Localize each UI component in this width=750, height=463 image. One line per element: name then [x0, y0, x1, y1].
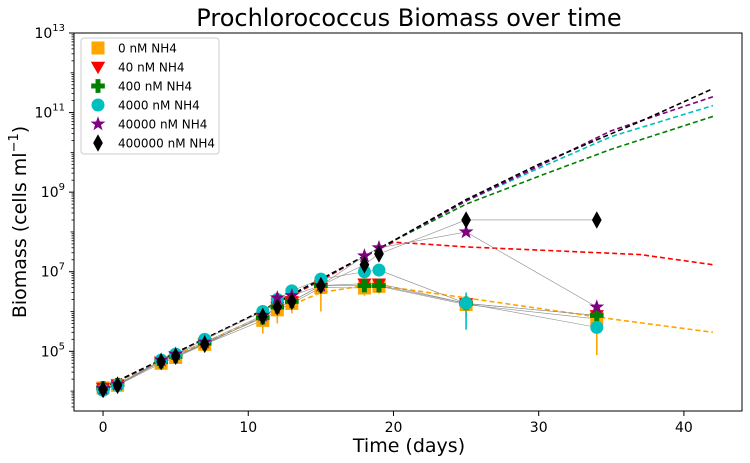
legend-entry: 4000 nM NH4: [91, 98, 200, 113]
data-point: [374, 245, 384, 263]
y-axis-label: Biomass (cells ml−1): [7, 126, 31, 318]
y-axis-label-main: Biomass (cells ml: [9, 152, 31, 318]
data-point: [357, 278, 372, 293]
data-point: [199, 335, 210, 354]
legend-marker: [91, 41, 105, 55]
data-point: [590, 320, 604, 334]
model-line-0: [102, 284, 714, 389]
legend-marker: [91, 79, 105, 93]
data-point: [459, 296, 473, 310]
data-point: [156, 352, 167, 371]
legend-entry: 40000 nM NH4: [90, 116, 207, 132]
x-tick-label: 40: [675, 420, 693, 436]
y-tick-label: 1013: [34, 23, 65, 42]
legend-marker: [93, 134, 103, 152]
data-point: [269, 290, 285, 305]
y-tick-label: 107: [41, 262, 65, 281]
chart-title: Prochlorococcus Biomass over time: [196, 4, 621, 32]
legend: 0 nM NH4 40 nM NH4 400 nM NH4 4000 nM NH4 40…: [80, 37, 220, 155]
legend-marker: [91, 98, 105, 112]
y-tick-label: 109: [41, 182, 65, 201]
legend-label: 40 nM NH4: [118, 61, 185, 75]
legend-label: 4000 nM NH4: [118, 99, 200, 113]
legend-label: 400000 nM NH4: [118, 137, 215, 151]
data-line-5: [102, 219, 597, 390]
data-point: [372, 278, 386, 293]
x-axis-label: Time (days): [352, 435, 465, 457]
x-tick-label: 20: [385, 420, 403, 436]
legend-marker: [90, 61, 106, 75]
y-tick-label: 1011: [34, 103, 65, 122]
legend-label: 40000 nM NH4: [118, 118, 207, 132]
y-tick-label: 105: [41, 341, 65, 360]
data-point: [589, 308, 604, 323]
legend-label: 0 nM NH4: [118, 42, 177, 56]
y-axis-label-superscript: −1: [7, 133, 22, 152]
legend-entry: 400000 nM NH4: [93, 134, 215, 152]
data-line-1: [102, 283, 597, 389]
data-point: [98, 380, 108, 399]
plot-clip-group: [95, 87, 714, 399]
plot-frame: [73, 32, 743, 412]
data-point: [591, 211, 602, 229]
data-point: [372, 263, 386, 277]
legend-label: 400 nM NH4: [118, 80, 192, 94]
data-point: [257, 307, 268, 326]
legend-entry: 0 nM NH4: [91, 41, 177, 56]
legend-marker: [90, 116, 106, 131]
plot-area: [95, 87, 714, 399]
data-point: [589, 299, 605, 314]
data-point: [286, 292, 297, 311]
data-point: [359, 255, 370, 274]
x-tick-label: 0: [99, 420, 108, 436]
legend-entry: 40 nM NH4: [90, 61, 185, 75]
data-point: [112, 376, 123, 395]
data-point: [458, 224, 474, 239]
data-point: [357, 248, 372, 263]
y-axis-label-close: ): [9, 126, 31, 133]
model-line-1: [102, 241, 714, 389]
model-line-5: [102, 87, 714, 389]
data-line-0: [102, 286, 597, 389]
data-point: [461, 211, 471, 229]
x-tick-label: 30: [530, 420, 548, 436]
legend-entry: 400 nM NH4: [91, 79, 192, 94]
axes: 0 10 20 30 40 105 107 109 1011 1013: [34, 23, 743, 436]
data-point: [272, 298, 283, 316]
x-tick-label: 10: [239, 420, 257, 436]
data-point: [170, 347, 181, 366]
data-line-4: [102, 231, 597, 389]
legend-box: [80, 37, 220, 155]
data-line-2: [102, 285, 597, 389]
data-point: [315, 276, 326, 295]
